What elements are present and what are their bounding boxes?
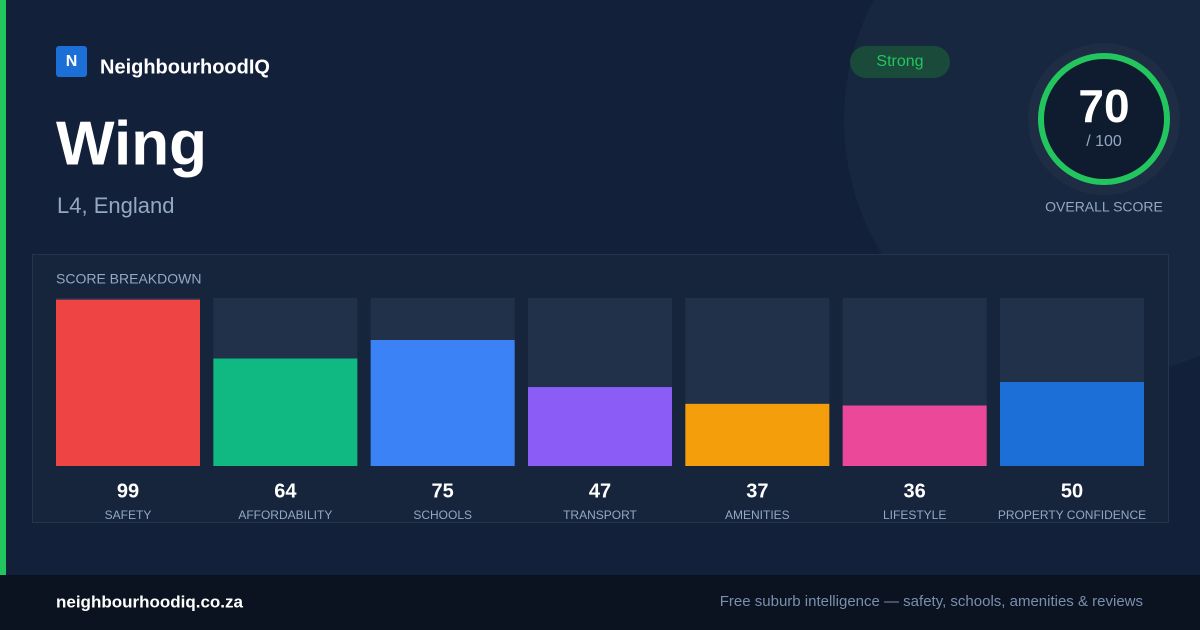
logo-letter: N [66,53,78,70]
value-label: 99 [117,480,139,502]
category-label: PROPERTY CONFIDENCE [998,508,1146,522]
value-label: 75 [432,480,454,502]
category-label: SCHOOLS [413,508,472,522]
score-value: 70 [1078,80,1129,132]
footer-url: neighbourhoodiq.co.za [56,592,244,611]
brand: NeighbourhoodIQ [100,56,270,78]
accent-strip [0,0,6,575]
bar [370,340,515,466]
value-label: 37 [746,480,768,502]
bar [213,358,358,466]
category-label: LIFESTYLE [883,508,946,522]
bar [1000,382,1144,466]
bar [56,299,200,466]
score-label: OVERALL SCORE [1045,199,1163,215]
badge-text: Strong [876,53,923,70]
badge [850,46,950,78]
bar [528,387,672,466]
score-ring [1038,53,1170,185]
bar [842,405,987,466]
value-label: 64 [274,480,297,502]
bar [685,403,830,466]
score-max: / 100 [1086,133,1122,150]
value-label: 50 [1061,480,1083,502]
category-label: AMENITIES [725,508,790,522]
footer-tagline: Free suburb intelligence — safety, schoo… [720,593,1143,610]
footer [0,575,1200,630]
place-name: Wing [56,109,207,178]
breakdown-title: SCORE BREAKDOWN [56,271,201,287]
category-label: AFFORDABILITY [238,508,332,522]
value-label: 36 [904,480,926,502]
category-label: SAFETY [105,508,152,522]
value-label: 47 [589,480,611,502]
logo [56,46,87,77]
place-region: L4, England [57,193,174,218]
category-label: TRANSPORT [563,508,637,522]
